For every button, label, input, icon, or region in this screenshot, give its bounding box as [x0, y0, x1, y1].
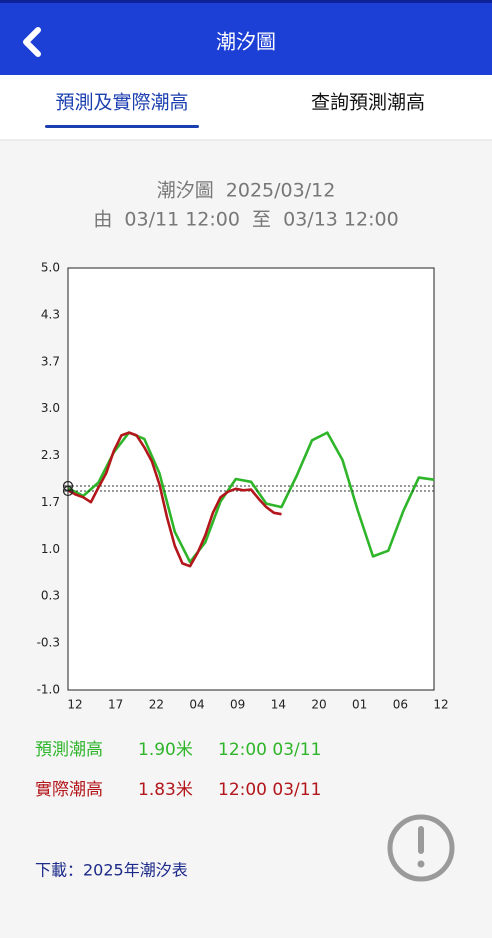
download-link[interactable]: 下載：2025年潮汐表	[35, 861, 188, 880]
tab-bar	[0, 75, 492, 140]
current-value: 1.90米	[138, 740, 193, 760]
page-title: 潮汐圖	[216, 30, 276, 54]
y-tick-label: 5.0	[41, 261, 60, 275]
x-tick-label: 01	[352, 698, 367, 712]
tab[interactable]: 預測及實際潮高	[55, 92, 188, 114]
y-tick-label: 1.7	[41, 495, 60, 509]
tide-line	[67, 431, 282, 568]
plot-area	[67, 267, 435, 691]
x-tick-label: 22	[149, 698, 164, 712]
y-tick-label: -0.3	[37, 636, 60, 650]
top-bar	[0, 0, 492, 75]
legend-name: 預測潮高	[35, 740, 103, 760]
current-time: 12:00 03/11	[218, 740, 321, 760]
current-value: 1.83米	[138, 780, 193, 800]
x-tick-label: 06	[393, 698, 408, 712]
legend-name: 實際潮高	[35, 780, 103, 800]
tab[interactable]: 查詢預測潮高	[311, 92, 425, 114]
chart-title: 潮汐圖 2025/03/12	[157, 180, 336, 202]
y-tick-label: 3.0	[41, 401, 60, 415]
alert-icon-dot	[417, 860, 425, 868]
y-tick-label: 3.7	[41, 354, 60, 368]
x-tick-label: 14	[271, 698, 286, 712]
x-tick-label: 04	[189, 698, 204, 712]
x-tick-label: 17	[108, 698, 123, 712]
y-tick-label: -1.0	[37, 683, 60, 697]
back-button[interactable]	[23, 27, 41, 57]
alert-icon-bar	[418, 826, 424, 854]
status-strip	[0, 0, 492, 3]
y-tick-label: 0.3	[41, 589, 60, 603]
x-tick-label: 12	[433, 698, 448, 712]
chart-subtitle: 由 03/11 12:00 至 03/13 12:00	[93, 209, 398, 231]
x-tick-label: 20	[311, 698, 326, 712]
alert-icon[interactable]	[387, 814, 455, 882]
y-tick-label: 4.3	[41, 307, 60, 321]
y-tick-label: 2.3	[41, 448, 60, 462]
x-tick-label: 12	[67, 698, 82, 712]
y-tick-label: 1.0	[41, 542, 60, 556]
tab-indicator	[45, 125, 199, 128]
current-time: 12:00 03/11	[218, 780, 321, 800]
x-tick-label: 09	[230, 698, 245, 712]
